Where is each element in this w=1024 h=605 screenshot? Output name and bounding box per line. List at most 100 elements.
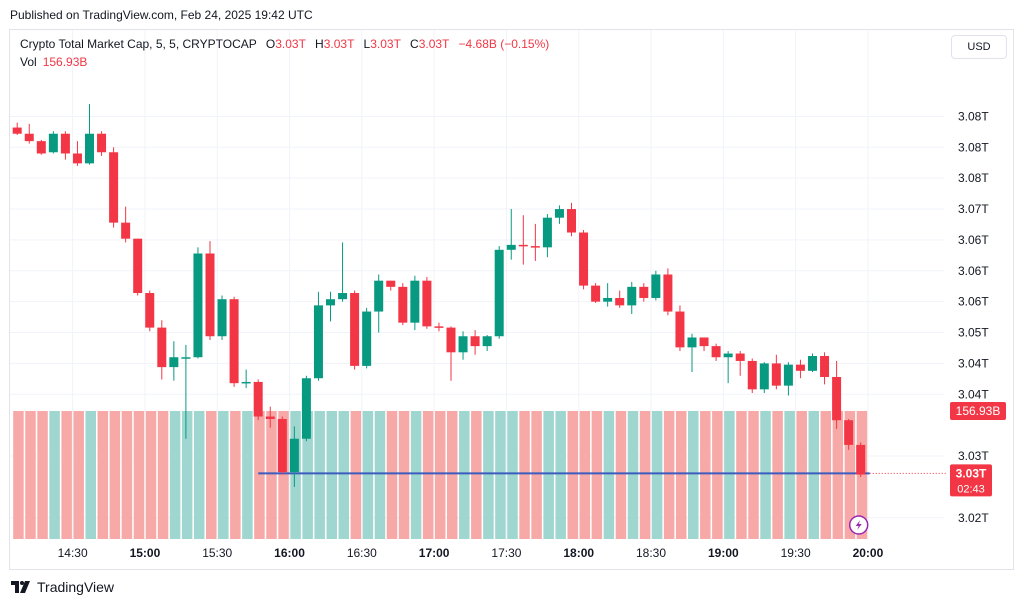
candle-body[interactable] xyxy=(72,153,82,164)
candle-body[interactable] xyxy=(723,353,733,358)
volume-label[interactable]: Vol xyxy=(20,55,37,69)
candle-body[interactable] xyxy=(326,299,335,306)
candle-body[interactable] xyxy=(747,360,757,390)
candle-body[interactable] xyxy=(687,337,697,348)
candle-body[interactable] xyxy=(97,133,107,153)
volume-bar xyxy=(555,411,566,539)
candle-body[interactable] xyxy=(313,305,323,379)
candle-body[interactable] xyxy=(241,381,251,384)
volume-bar xyxy=(206,411,217,539)
candle-body[interactable] xyxy=(651,274,661,298)
candle-body[interactable] xyxy=(759,363,769,390)
y-tick-label: 3.08T xyxy=(958,171,989,185)
currency-button[interactable]: USD xyxy=(951,35,1007,59)
candle-body[interactable] xyxy=(603,297,613,302)
candle-body[interactable] xyxy=(735,353,745,361)
y-tick-label: 3.06T xyxy=(958,295,989,309)
candle-body[interactable] xyxy=(458,336,468,353)
candle-body[interactable] xyxy=(374,280,384,312)
candle-body[interactable] xyxy=(494,249,504,337)
candle-body[interactable] xyxy=(771,363,781,386)
candle-body[interactable] xyxy=(554,209,564,218)
candle-body[interactable] xyxy=(783,364,793,386)
candle-body[interactable] xyxy=(60,133,70,154)
candle-body[interactable] xyxy=(530,246,540,248)
candle-body[interactable] xyxy=(289,438,299,473)
tradingview-brand[interactable]: TradingView xyxy=(11,579,114,595)
candle-body[interactable] xyxy=(229,299,239,384)
candle-body[interactable] xyxy=(362,311,372,366)
volume-bar xyxy=(784,411,795,539)
candle-body[interactable] xyxy=(12,127,22,134)
candle-body[interactable] xyxy=(820,356,830,377)
candle-body[interactable] xyxy=(350,293,360,366)
candle-body[interactable] xyxy=(482,336,492,347)
candle-body[interactable] xyxy=(24,133,34,142)
candle-body[interactable] xyxy=(832,376,842,421)
candle-body[interactable] xyxy=(675,311,685,348)
low-label: L xyxy=(363,37,371,51)
volume-bar xyxy=(97,411,109,539)
candle-body[interactable] xyxy=(169,357,179,368)
y-tick-label: 3.08T xyxy=(958,109,989,123)
candle-body[interactable] xyxy=(410,280,420,323)
candle-body[interactable] xyxy=(121,222,131,239)
volume-value: 156.93B xyxy=(42,55,88,69)
chart-frame xyxy=(9,29,1014,570)
candle-body[interactable] xyxy=(277,418,287,473)
symbol-title[interactable]: Crypto Total Market Cap, 5, 5, CRYPTOCAP xyxy=(20,37,257,51)
candle-body[interactable] xyxy=(518,244,528,247)
candle-body[interactable] xyxy=(109,152,119,223)
volume-bar xyxy=(760,411,771,539)
candle-body[interactable] xyxy=(808,356,817,371)
candle-body[interactable] xyxy=(579,232,589,286)
candle-body[interactable] xyxy=(145,293,155,328)
volume-bar xyxy=(109,411,121,539)
open-label: O xyxy=(265,37,276,51)
candle-body[interactable] xyxy=(506,244,516,250)
volume-bar xyxy=(13,411,24,539)
chart-canvas[interactable]: 3.08T 3.08T 3.08T 3.07T 3.06T 3.06T 3.06T 3.05T… xyxy=(10,30,1014,570)
candle-body[interactable] xyxy=(446,327,456,353)
candle-body[interactable] xyxy=(181,357,191,359)
candle-body[interactable] xyxy=(615,297,625,306)
candle-body[interactable] xyxy=(542,217,552,248)
volume-bar xyxy=(145,411,157,539)
candle-body[interactable] xyxy=(567,209,576,233)
candle-body[interactable] xyxy=(301,378,311,439)
candle-body[interactable] xyxy=(48,133,58,153)
candle-body[interactable] xyxy=(205,253,215,337)
candle-body[interactable] xyxy=(265,416,275,419)
candle-body[interactable] xyxy=(470,336,480,347)
candle-body[interactable] xyxy=(699,337,709,347)
candle-body[interactable] xyxy=(591,285,601,302)
candle-body[interactable] xyxy=(338,293,348,300)
volume-bar xyxy=(519,411,530,539)
candle-body[interactable] xyxy=(217,299,227,337)
candle-body[interactable] xyxy=(85,133,94,164)
candle-body[interactable] xyxy=(36,141,46,154)
candle-body[interactable] xyxy=(711,346,721,358)
volume-bar xyxy=(398,411,410,539)
candle-body[interactable] xyxy=(398,286,408,323)
candle-body[interactable] xyxy=(253,381,263,417)
volume-bar xyxy=(350,411,362,539)
volume-bar xyxy=(374,411,386,539)
volume-bar xyxy=(447,411,458,539)
candle-body[interactable] xyxy=(133,238,143,294)
candle-body[interactable] xyxy=(856,444,866,475)
candle-body[interactable] xyxy=(627,286,637,306)
candle-body[interactable] xyxy=(193,253,203,358)
candle-body[interactable] xyxy=(639,286,649,298)
candle-body[interactable] xyxy=(663,274,673,312)
candle-body[interactable] xyxy=(434,326,444,328)
candle-body[interactable] xyxy=(422,280,432,327)
candle-body[interactable] xyxy=(386,280,396,287)
candle-body[interactable] xyxy=(795,364,805,371)
volume-bar xyxy=(266,411,277,539)
candle-body[interactable] xyxy=(157,327,167,368)
volume-bar xyxy=(193,411,205,539)
volume-bar xyxy=(820,411,832,539)
candle-body[interactable] xyxy=(844,420,854,445)
y-tick-label: 3.05T xyxy=(958,326,989,340)
